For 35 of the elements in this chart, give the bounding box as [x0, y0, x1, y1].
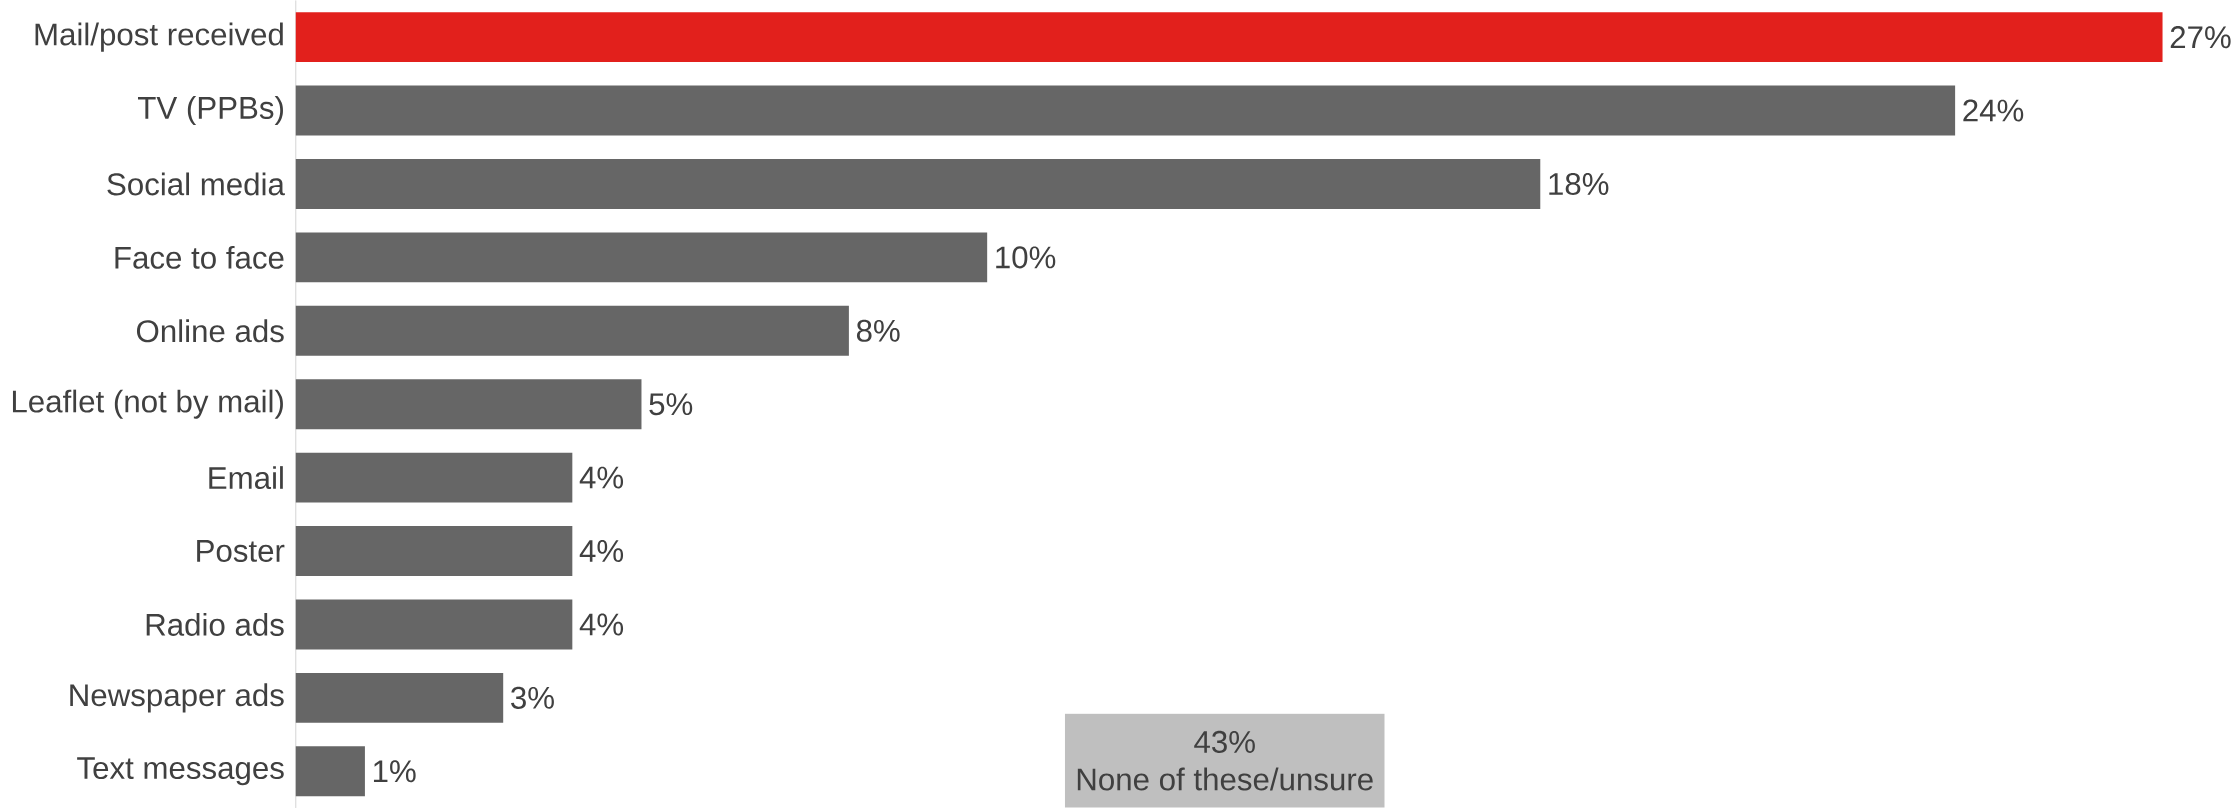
- data-label: 27%: [2170, 25, 2231, 48]
- data-label: 10%: [996, 246, 1056, 269]
- bar: [295, 379, 642, 429]
- y-tick-label: Radio ads: [146, 612, 284, 636]
- y-tick-label: TV (PPBs): [138, 95, 283, 125]
- y-tick-label: Text messages: [77, 757, 284, 786]
- data-label: 24%: [1963, 99, 2024, 122]
- bar: [295, 746, 365, 797]
- annotation: 43%: [1194, 730, 1255, 753]
- data-label: 18%: [1549, 172, 1609, 195]
- data-label: 8%: [856, 319, 900, 342]
- data-label: 1%: [373, 760, 416, 783]
- bar: [295, 525, 573, 576]
- bar: [295, 85, 1956, 136]
- y-tick-label: Face to face: [115, 245, 284, 269]
- bar: [295, 305, 849, 356]
- bar: [295, 232, 988, 283]
- data-label: 3%: [511, 686, 554, 709]
- y-tick-label: Online ads: [136, 319, 284, 343]
- annotation: None of these/unsure: [1077, 767, 1373, 791]
- bar: [295, 158, 1541, 209]
- data-label: 5%: [649, 393, 693, 415]
- y-tick-label: Leaflet (not by mail): [12, 389, 283, 419]
- bar: [295, 452, 573, 503]
- y-tick-label: Poster: [197, 539, 285, 562]
- y-tick-label: Newspaper ads: [70, 683, 284, 713]
- data-label: 4%: [579, 466, 624, 489]
- bar: [295, 672, 504, 723]
- y-tick-label: Email: [209, 465, 283, 489]
- y-tick-label: Social media: [107, 172, 285, 196]
- bar: [295, 11, 2163, 62]
- bar: [295, 599, 573, 650]
- data-label: 4%: [579, 613, 624, 636]
- y-tick-label: Mail/post received: [35, 22, 283, 52]
- data-label: 4%: [579, 539, 624, 562]
